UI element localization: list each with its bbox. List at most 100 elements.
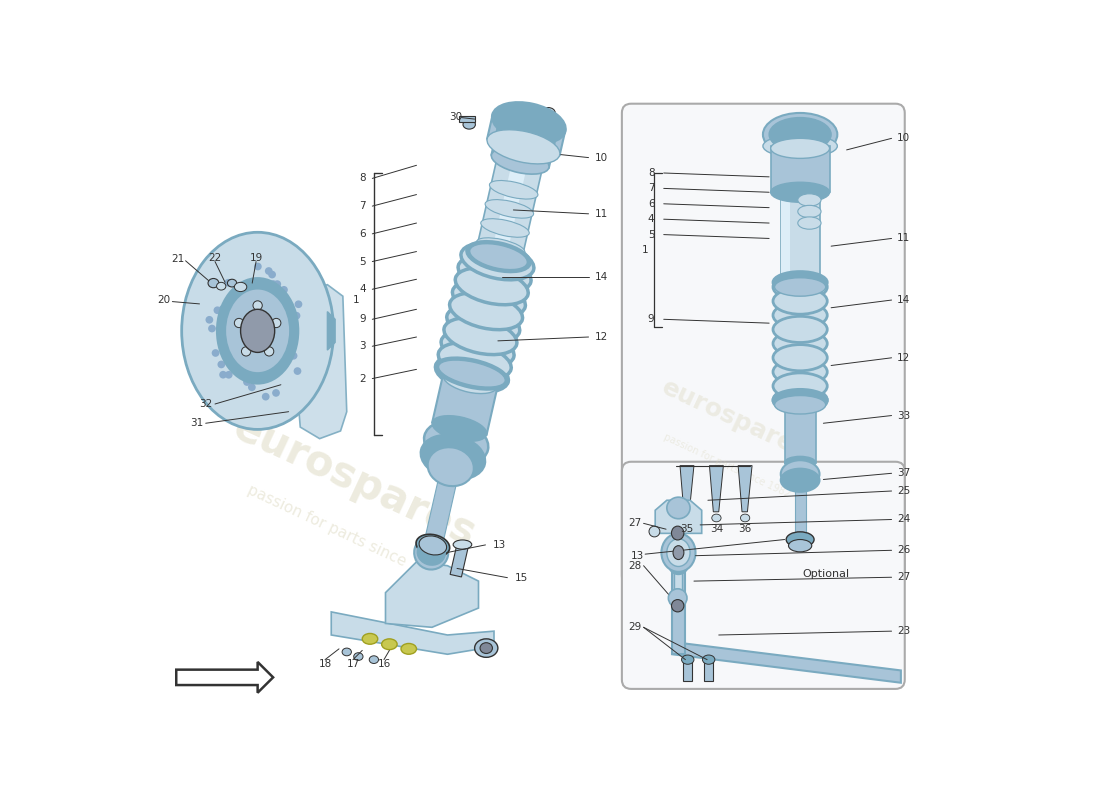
Bar (674, 536, 682, 598)
Ellipse shape (798, 217, 821, 230)
Ellipse shape (773, 330, 827, 357)
Text: 30: 30 (449, 112, 462, 122)
Text: 21: 21 (170, 254, 184, 264)
Ellipse shape (669, 514, 688, 536)
Text: 9: 9 (360, 314, 366, 324)
Text: 6: 6 (360, 229, 366, 239)
Text: 15: 15 (515, 574, 528, 583)
Text: 18: 18 (318, 659, 332, 670)
Ellipse shape (781, 273, 820, 289)
Ellipse shape (774, 278, 826, 296)
Polygon shape (328, 311, 336, 350)
Ellipse shape (447, 306, 519, 342)
Ellipse shape (280, 286, 288, 294)
Ellipse shape (682, 514, 692, 522)
Text: 3: 3 (360, 342, 366, 351)
Ellipse shape (273, 307, 280, 314)
Ellipse shape (232, 296, 240, 304)
Text: 25: 25 (896, 486, 911, 496)
Bar (704, 660, 713, 682)
Ellipse shape (443, 368, 497, 394)
Ellipse shape (669, 589, 688, 607)
Ellipse shape (221, 332, 229, 340)
Text: passion for parts since 1982: passion for parts since 1982 (245, 482, 449, 587)
Ellipse shape (342, 648, 351, 656)
Text: 37: 37 (896, 468, 911, 478)
Ellipse shape (466, 242, 530, 272)
Text: 28: 28 (628, 561, 641, 570)
Ellipse shape (458, 255, 531, 292)
Ellipse shape (362, 634, 377, 644)
Text: passion for parts since 1982: passion for parts since 1982 (661, 432, 791, 499)
Text: eurospares: eurospares (227, 406, 483, 556)
Ellipse shape (370, 656, 378, 663)
Ellipse shape (682, 655, 694, 664)
Ellipse shape (481, 218, 529, 238)
Ellipse shape (224, 279, 232, 286)
Text: 8: 8 (360, 174, 366, 183)
Ellipse shape (279, 298, 287, 306)
Ellipse shape (244, 282, 252, 290)
Bar (781, 192, 820, 281)
Bar (459, 116, 474, 122)
Ellipse shape (541, 107, 556, 118)
Ellipse shape (248, 383, 255, 391)
Ellipse shape (425, 421, 488, 465)
Ellipse shape (515, 111, 527, 119)
Ellipse shape (470, 244, 527, 270)
Ellipse shape (263, 361, 271, 369)
Text: 24: 24 (896, 514, 911, 525)
Ellipse shape (441, 330, 514, 367)
Ellipse shape (208, 278, 219, 288)
Ellipse shape (265, 267, 273, 275)
Text: 36: 36 (738, 524, 751, 534)
Ellipse shape (673, 546, 684, 559)
Ellipse shape (774, 395, 826, 414)
Polygon shape (492, 117, 558, 167)
Ellipse shape (671, 526, 684, 540)
Ellipse shape (773, 316, 827, 342)
Ellipse shape (773, 373, 827, 399)
Bar (794, 474, 805, 539)
Ellipse shape (234, 318, 244, 328)
Ellipse shape (463, 120, 475, 129)
Ellipse shape (497, 150, 543, 172)
Ellipse shape (428, 447, 474, 486)
Ellipse shape (769, 118, 832, 151)
Polygon shape (450, 543, 469, 577)
Polygon shape (680, 466, 694, 512)
Ellipse shape (415, 536, 449, 570)
Polygon shape (425, 455, 462, 545)
Text: 35: 35 (680, 524, 694, 534)
Ellipse shape (270, 280, 277, 288)
Ellipse shape (208, 325, 216, 332)
Ellipse shape (480, 642, 493, 654)
Ellipse shape (771, 182, 829, 202)
Ellipse shape (234, 282, 246, 291)
Ellipse shape (224, 371, 232, 378)
Ellipse shape (649, 526, 660, 537)
Ellipse shape (218, 278, 298, 383)
Polygon shape (487, 115, 565, 155)
Ellipse shape (455, 268, 528, 305)
Ellipse shape (784, 398, 815, 411)
Ellipse shape (798, 206, 821, 218)
Text: 9: 9 (648, 314, 654, 324)
Ellipse shape (781, 460, 820, 488)
Text: 6: 6 (648, 198, 654, 209)
Ellipse shape (228, 279, 236, 287)
Text: 14: 14 (896, 295, 911, 305)
Ellipse shape (221, 330, 229, 337)
Ellipse shape (789, 539, 812, 552)
Ellipse shape (262, 393, 270, 401)
Ellipse shape (740, 514, 750, 522)
Text: 29: 29 (628, 622, 641, 632)
Ellipse shape (249, 282, 256, 290)
Text: 7: 7 (360, 201, 366, 211)
Ellipse shape (294, 367, 301, 375)
Ellipse shape (781, 185, 820, 200)
Text: 11: 11 (595, 209, 608, 219)
Polygon shape (432, 374, 497, 434)
Ellipse shape (781, 469, 820, 492)
Polygon shape (738, 466, 752, 512)
